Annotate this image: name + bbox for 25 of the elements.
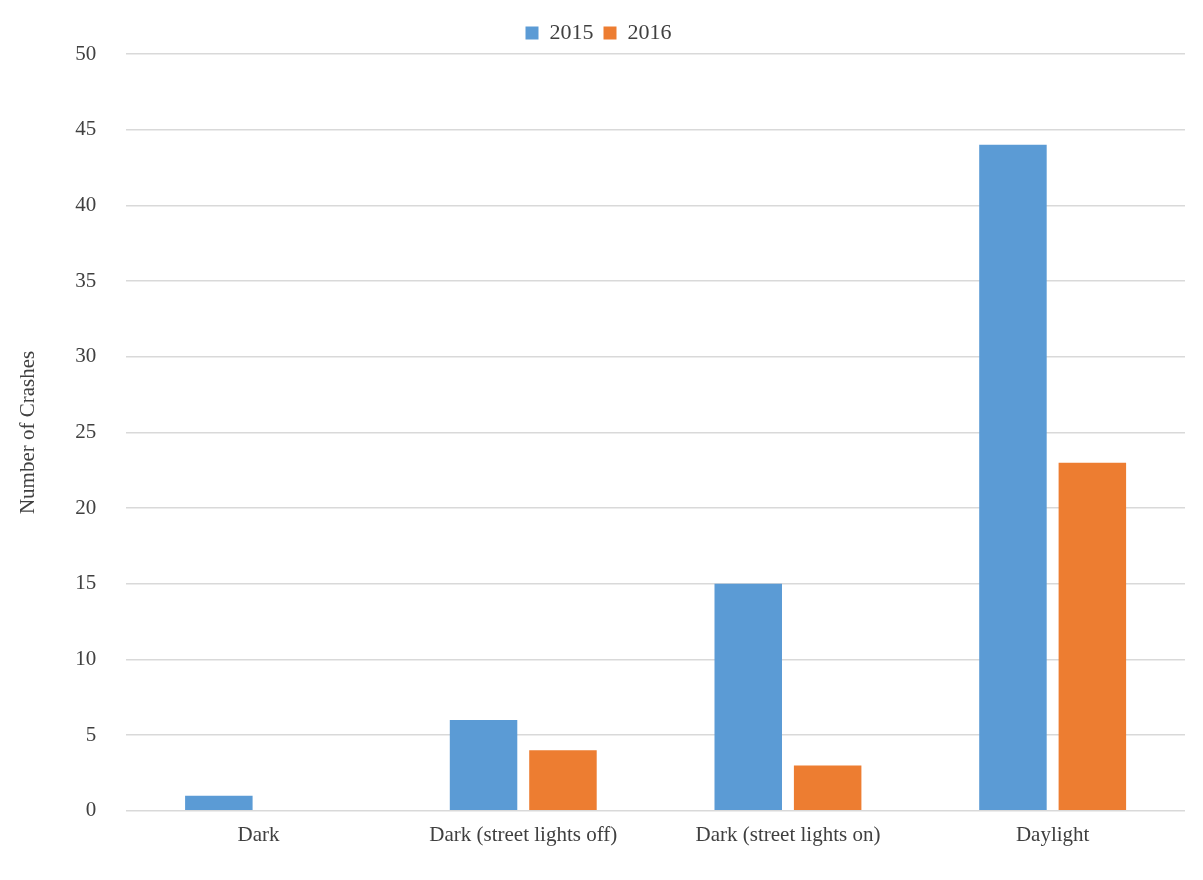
bar (449, 719, 518, 811)
bar (793, 765, 862, 811)
x-tick-label: Dark (street lights off) (429, 821, 618, 846)
bar (185, 795, 253, 811)
x-tick-label: Daylight (1015, 821, 1090, 846)
x-tick-label: Dark (street lights on) (695, 821, 881, 846)
y-tick-label: 15 (75, 570, 97, 595)
y-tick-label: 50 (75, 40, 97, 65)
y-tick-label: 20 (75, 494, 97, 519)
legend-label: 2016 (627, 18, 672, 44)
y-tick-label: 10 (75, 645, 97, 670)
bar (1058, 462, 1127, 811)
y-tick-label: 5 (85, 721, 97, 746)
y-tick-label: 25 (75, 418, 97, 443)
x-tick-label: Dark (237, 821, 281, 846)
y-axis-title: Number of Crashes (15, 350, 40, 515)
y-tick-label: 35 (75, 267, 97, 292)
bar (714, 583, 782, 811)
y-tick-label: 0 (85, 797, 97, 822)
y-tick-label: 45 (75, 116, 97, 141)
legend-label: 2015 (549, 18, 594, 44)
y-tick-label: 40 (75, 191, 97, 216)
bar (529, 750, 597, 811)
y-tick-label: 30 (75, 343, 97, 368)
bar (979, 144, 1047, 811)
